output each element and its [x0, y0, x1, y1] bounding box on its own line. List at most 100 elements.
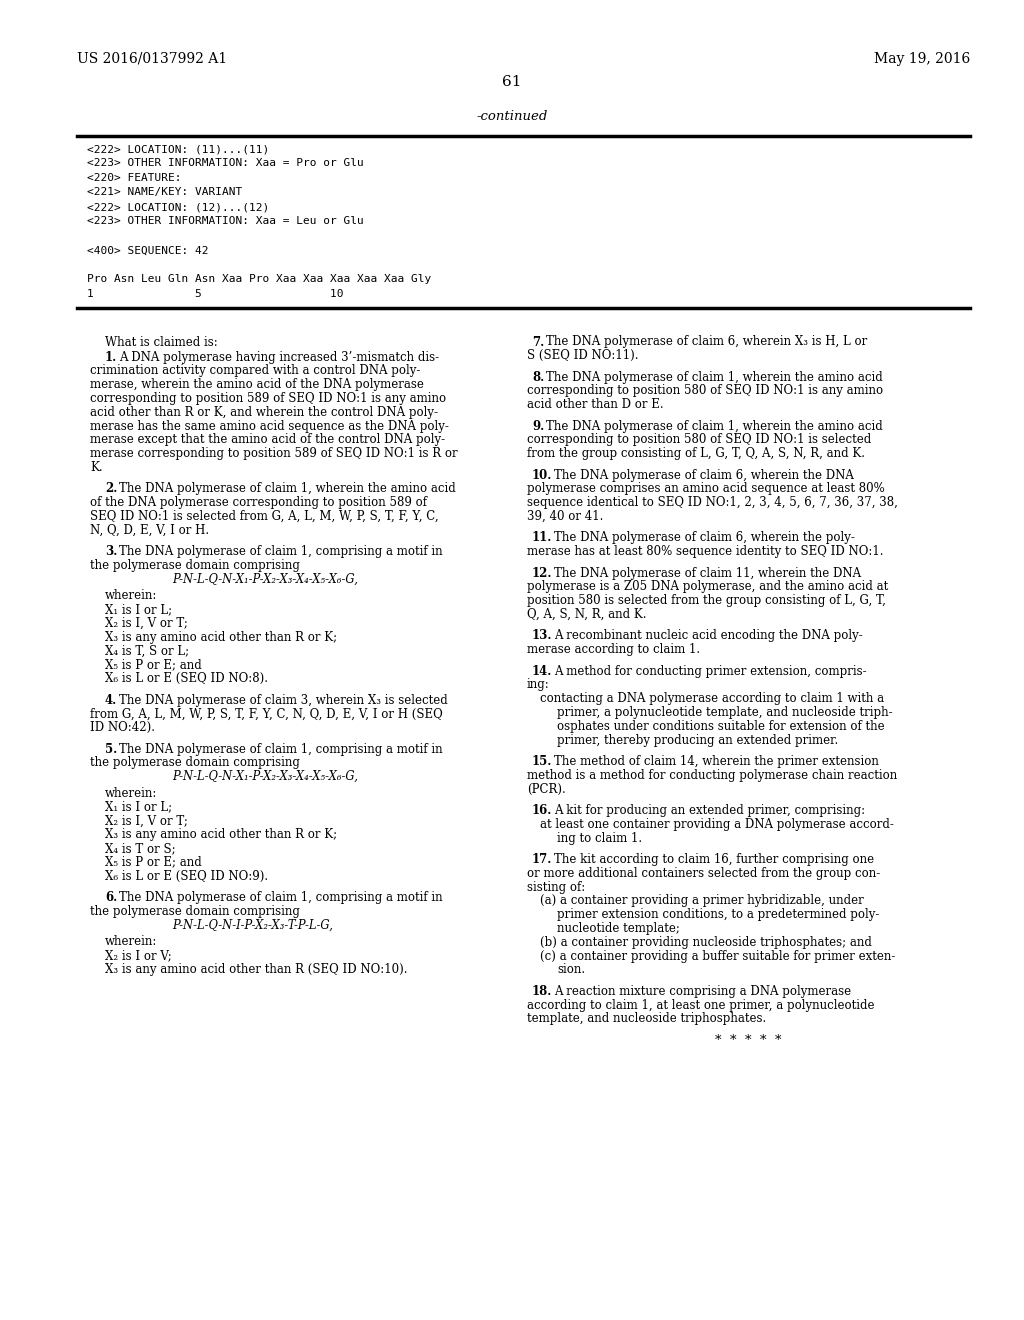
Text: 15.: 15.: [532, 755, 552, 768]
Text: acid other than D or E.: acid other than D or E.: [527, 399, 664, 412]
Text: 1.: 1.: [105, 351, 118, 364]
Text: The kit according to claim 16, further comprising one: The kit according to claim 16, further c…: [554, 853, 874, 866]
Text: The DNA polymerase of claim 6, wherein the poly-: The DNA polymerase of claim 6, wherein t…: [554, 532, 855, 544]
Text: ing to claim 1.: ing to claim 1.: [557, 832, 642, 845]
Text: primer, thereby producing an extended primer.: primer, thereby producing an extended pr…: [557, 734, 839, 747]
Text: 16.: 16.: [532, 804, 552, 817]
Text: The DNA polymerase of claim 1, wherein the amino acid: The DNA polymerase of claim 1, wherein t…: [119, 483, 456, 495]
Text: corresponding to position 580 of SEQ ID NO:1 is selected: corresponding to position 580 of SEQ ID …: [527, 433, 871, 446]
Text: (b) a container providing nucleoside triphosphates; and: (b) a container providing nucleoside tri…: [540, 936, 871, 949]
Text: acid other than R or K, and wherein the control DNA poly-: acid other than R or K, and wherein the …: [90, 405, 438, 418]
Text: 17.: 17.: [532, 853, 552, 866]
Text: merase has at least 80% sequence identity to SEQ ID NO:1.: merase has at least 80% sequence identit…: [527, 545, 884, 558]
Text: primer, a polynucleotide template, and nucleoside triph-: primer, a polynucleotide template, and n…: [557, 706, 893, 719]
Text: nucleotide template;: nucleotide template;: [557, 921, 680, 935]
Text: <220> FEATURE:: <220> FEATURE:: [87, 173, 181, 183]
Text: 3.: 3.: [105, 545, 118, 558]
Text: The DNA polymerase of claim 3, wherein X₃ is selected: The DNA polymerase of claim 3, wherein X…: [119, 693, 447, 706]
Text: merase, wherein the amino acid of the DNA polymerase: merase, wherein the amino acid of the DN…: [90, 379, 424, 391]
Text: N, Q, D, E, V, I or H.: N, Q, D, E, V, I or H.: [90, 524, 209, 537]
Text: X₅ is P or E; and: X₅ is P or E; and: [105, 855, 202, 869]
Text: The DNA polymerase of claim 11, wherein the DNA: The DNA polymerase of claim 11, wherein …: [554, 566, 861, 579]
Text: merase has the same amino acid sequence as the DNA poly-: merase has the same amino acid sequence …: [90, 420, 449, 433]
Text: A method for conducting primer extension, compris-: A method for conducting primer extension…: [554, 665, 866, 677]
Text: 7.: 7.: [532, 335, 544, 348]
Text: at least one container providing a DNA polymerase accord-: at least one container providing a DNA p…: [540, 818, 894, 830]
Text: from the group consisting of L, G, T, Q, A, S, N, R, and K.: from the group consisting of L, G, T, Q,…: [527, 447, 865, 461]
Text: from G, A, L, M, W, P, S, T, F, Y, C, N, Q, D, E, V, I or H (SEQ: from G, A, L, M, W, P, S, T, F, Y, C, N,…: [90, 708, 442, 721]
Text: wherein:: wherein:: [105, 935, 158, 948]
Text: wherein:: wherein:: [105, 590, 158, 602]
Text: 14.: 14.: [532, 665, 552, 677]
Text: What is claimed is:: What is claimed is:: [105, 335, 218, 348]
Text: The DNA polymerase of claim 1, comprising a motif in: The DNA polymerase of claim 1, comprisin…: [119, 891, 442, 904]
Text: 10.: 10.: [532, 469, 552, 482]
Text: contacting a DNA polymerase according to claim 1 with a: contacting a DNA polymerase according to…: [540, 692, 884, 705]
Text: sequence identical to SEQ ID NO:1, 2, 3, 4, 5, 6, 7, 36, 37, 38,: sequence identical to SEQ ID NO:1, 2, 3,…: [527, 496, 898, 510]
Text: (PCR).: (PCR).: [527, 783, 565, 796]
Text: corresponding to position 589 of SEQ ID NO:1 is any amino: corresponding to position 589 of SEQ ID …: [90, 392, 446, 405]
Text: X₁ is I or L;: X₁ is I or L;: [105, 603, 172, 616]
Text: 2.: 2.: [105, 483, 118, 495]
Text: according to claim 1, at least one primer, a polynucleotide: according to claim 1, at least one prime…: [527, 999, 874, 1011]
Text: X₄ is T, S or L;: X₄ is T, S or L;: [105, 644, 189, 657]
Text: ing:: ing:: [527, 678, 550, 692]
Text: K.: K.: [90, 461, 102, 474]
Text: The DNA polymerase of claim 1, wherein the amino acid: The DNA polymerase of claim 1, wherein t…: [546, 420, 883, 433]
Text: May 19, 2016: May 19, 2016: [873, 51, 970, 66]
Text: of the DNA polymerase corresponding to position 589 of: of the DNA polymerase corresponding to p…: [90, 496, 427, 510]
Text: The DNA polymerase of claim 1, wherein the amino acid: The DNA polymerase of claim 1, wherein t…: [546, 371, 883, 384]
Text: 4.: 4.: [105, 693, 118, 706]
Text: crimination activity compared with a control DNA poly-: crimination activity compared with a con…: [90, 364, 421, 378]
Text: X₆ is L or E (SEQ ID NO:9).: X₆ is L or E (SEQ ID NO:9).: [105, 870, 268, 883]
Text: The method of claim 14, wherein the primer extension: The method of claim 14, wherein the prim…: [554, 755, 879, 768]
Text: the polymerase domain comprising: the polymerase domain comprising: [90, 756, 300, 770]
Text: sisting of:: sisting of:: [527, 880, 586, 894]
Text: X₂ is I, V or T;: X₂ is I, V or T;: [105, 814, 187, 828]
Text: P-N-L-Q-N-X₁-P-X₂-X₃-X₄-X₅-X₆-G,: P-N-L-Q-N-X₁-P-X₂-X₃-X₄-X₅-X₆-G,: [172, 770, 357, 783]
Text: (a) a container providing a primer hybridizable, under: (a) a container providing a primer hybri…: [540, 895, 864, 907]
Text: 9.: 9.: [532, 420, 544, 433]
Text: sion.: sion.: [557, 964, 585, 977]
Text: template, and nucleoside triphosphates.: template, and nucleoside triphosphates.: [527, 1012, 766, 1026]
Text: X₂ is I, V or T;: X₂ is I, V or T;: [105, 616, 187, 630]
Text: X₂ is I or V;: X₂ is I or V;: [105, 949, 172, 962]
Text: <400> SEQUENCE: 42: <400> SEQUENCE: 42: [87, 246, 209, 256]
Text: S (SEQ ID NO:11).: S (SEQ ID NO:11).: [527, 350, 639, 362]
Text: A reaction mixture comprising a DNA polymerase: A reaction mixture comprising a DNA poly…: [554, 985, 851, 998]
Text: <222> LOCATION: (12)...(12): <222> LOCATION: (12)...(12): [87, 202, 269, 213]
Text: corresponding to position 580 of SEQ ID NO:1 is any amino: corresponding to position 580 of SEQ ID …: [527, 384, 883, 397]
Text: 61: 61: [502, 75, 522, 88]
Text: the polymerase domain comprising: the polymerase domain comprising: [90, 560, 300, 572]
Text: X₄ is T or S;: X₄ is T or S;: [105, 842, 176, 855]
Text: X₁ is I or L;: X₁ is I or L;: [105, 800, 172, 813]
Text: A recombinant nucleic acid encoding the DNA poly-: A recombinant nucleic acid encoding the …: [554, 630, 863, 643]
Text: 11.: 11.: [532, 532, 552, 544]
Text: 12.: 12.: [532, 566, 553, 579]
Text: <221> NAME/KEY: VARIANT: <221> NAME/KEY: VARIANT: [87, 187, 243, 198]
Text: A DNA polymerase having increased 3’-mismatch dis-: A DNA polymerase having increased 3’-mis…: [119, 351, 439, 364]
Text: 18.: 18.: [532, 985, 552, 998]
Text: A kit for producing an extended primer, comprising:: A kit for producing an extended primer, …: [554, 804, 865, 817]
Text: <222> LOCATION: (11)...(11): <222> LOCATION: (11)...(11): [87, 144, 269, 154]
Text: The DNA polymerase of claim 1, comprising a motif in: The DNA polymerase of claim 1, comprisin…: [119, 743, 442, 755]
Text: wherein:: wherein:: [105, 787, 158, 800]
Text: primer extension conditions, to a predetermined poly-: primer extension conditions, to a predet…: [557, 908, 880, 921]
Text: 6.: 6.: [105, 891, 118, 904]
Text: merase according to claim 1.: merase according to claim 1.: [527, 643, 700, 656]
Text: X₃ is any amino acid other than R (SEQ ID NO:10).: X₃ is any amino acid other than R (SEQ I…: [105, 962, 408, 975]
Text: the polymerase domain comprising: the polymerase domain comprising: [90, 904, 300, 917]
Text: P-N-L-Q-N-X₁-P-X₂-X₃-X₄-X₅-X₆-G,: P-N-L-Q-N-X₁-P-X₂-X₃-X₄-X₅-X₆-G,: [172, 573, 357, 586]
Text: US 2016/0137992 A1: US 2016/0137992 A1: [77, 51, 227, 66]
Text: X₅ is P or E; and: X₅ is P or E; and: [105, 659, 202, 672]
Text: polymerase is a Z05 DNA polymerase, and the amino acid at: polymerase is a Z05 DNA polymerase, and …: [527, 581, 888, 594]
Text: Q, A, S, N, R, and K.: Q, A, S, N, R, and K.: [527, 609, 646, 620]
Text: 13.: 13.: [532, 630, 553, 643]
Text: 8.: 8.: [532, 371, 544, 384]
Text: osphates under conditions suitable for extension of the: osphates under conditions suitable for e…: [557, 719, 885, 733]
Text: method is a method for conducting polymerase chain reaction: method is a method for conducting polyme…: [527, 768, 897, 781]
Text: or more additional containers selected from the group con-: or more additional containers selected f…: [527, 867, 881, 880]
Text: ID NO:42).: ID NO:42).: [90, 721, 155, 734]
Text: <223> OTHER INFORMATION: Xaa = Pro or Glu: <223> OTHER INFORMATION: Xaa = Pro or Gl…: [87, 158, 364, 169]
Text: -continued: -continued: [476, 110, 548, 123]
